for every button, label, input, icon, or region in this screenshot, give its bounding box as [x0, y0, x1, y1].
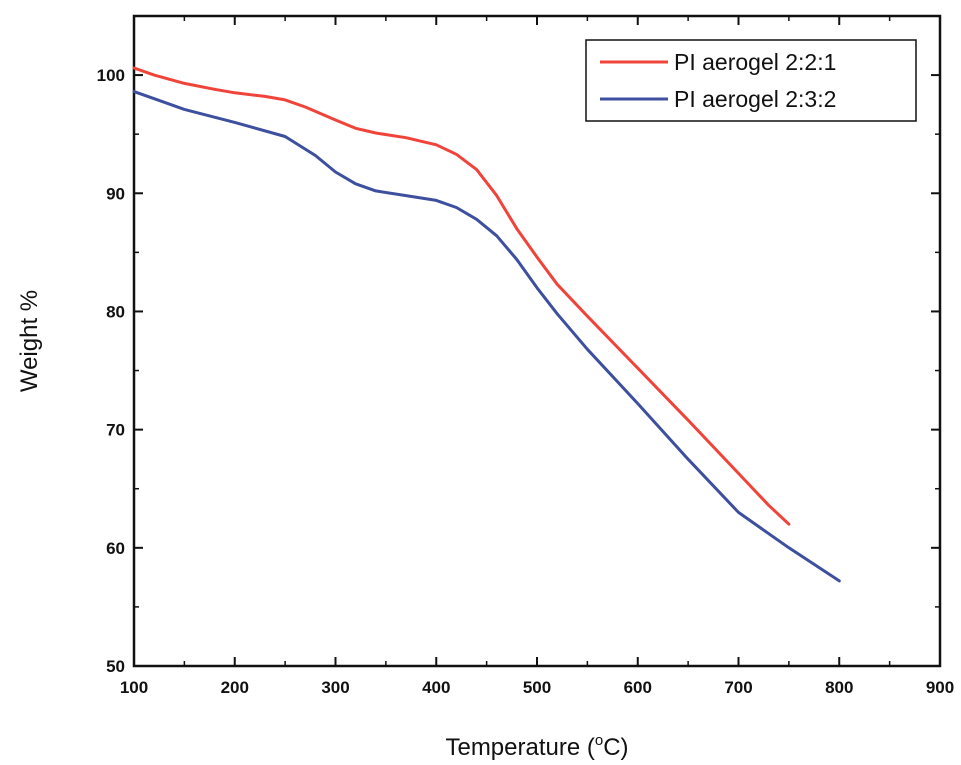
x-tick-label: 100	[120, 678, 148, 697]
y-tick-label: 60	[106, 539, 125, 558]
series-line-2	[132, 90, 841, 583]
y-tick-label: 100	[97, 66, 125, 85]
x-tick-label: 300	[321, 678, 349, 697]
legend: PI aerogel 2:2:1 PI aerogel 2:3:2	[585, 39, 917, 122]
x-axis-title-prefix: Temperature (	[445, 734, 594, 761]
x-tick-label: 800	[825, 678, 853, 697]
x-tick-label: 700	[724, 678, 752, 697]
legend-label-2: PI aerogel 2:3:2	[674, 86, 836, 112]
x-tick-label: 400	[422, 678, 450, 697]
y-axis-title: Weight %	[16, 290, 43, 392]
axis-ticks: 100 200 300 400 500 600 700 800 900 50 60 70 80 90 100	[97, 16, 954, 697]
legend-box	[585, 39, 917, 122]
x-tick-label: 500	[523, 678, 551, 697]
y-tick-label: 70	[106, 421, 125, 440]
y-tick-label: 90	[106, 184, 125, 203]
series-line-1	[132, 66, 791, 526]
x-tick-label: 600	[624, 678, 652, 697]
series-layer	[132, 66, 841, 583]
y-tick-label: 50	[106, 657, 125, 676]
x-axis-title: Temperature (oC)	[445, 732, 628, 761]
x-axis-title-degree: o	[595, 732, 603, 749]
legend-label-1: PI aerogel 2:2:1	[674, 49, 836, 75]
x-tick-label: 200	[221, 678, 249, 697]
x-tick-label: 900	[926, 678, 954, 697]
x-axis-title-suffix: C)	[603, 734, 628, 761]
y-tick-label: 80	[106, 302, 125, 321]
